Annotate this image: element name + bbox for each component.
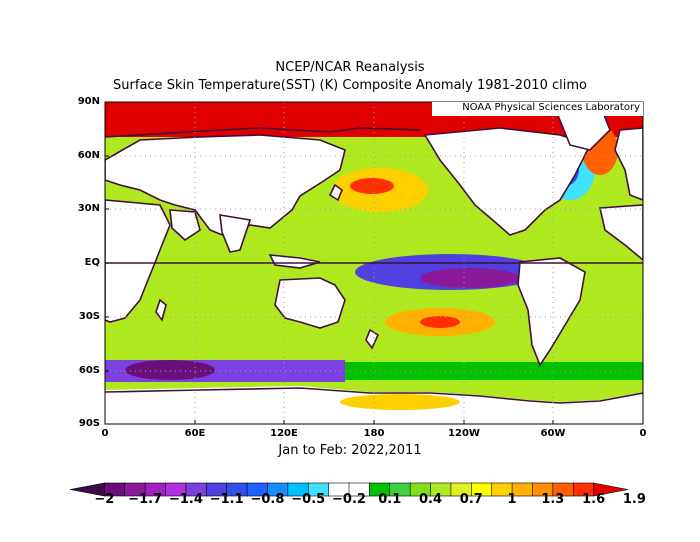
colorbar-tick-label: 0.1	[378, 492, 402, 507]
colorbar-tick-label: −2	[94, 492, 115, 507]
colorbar-tick-label: 0.7	[459, 492, 483, 507]
india	[219, 214, 252, 253]
southern-ocean-band	[345, 362, 643, 380]
tick-marks	[104, 155, 554, 424]
arabia	[169, 209, 201, 242]
lon-label: 120W	[448, 428, 480, 439]
arctic-coastline	[105, 127, 421, 138]
lon-label: 180	[363, 428, 385, 439]
lon-label: 0	[101, 428, 109, 439]
colorbar-tick-label: −1.1	[209, 492, 244, 507]
colorbar-tick-label: −1.4	[168, 492, 203, 507]
colorbar-tick-label: −0.5	[291, 492, 326, 507]
lon-label: 60W	[540, 428, 566, 439]
japan	[328, 183, 343, 202]
colorbar-tick-label: 1.3	[541, 492, 565, 507]
lat-label: EQ	[84, 257, 100, 268]
continents	[105, 104, 643, 367]
colorbar-tick-label: −1.7	[128, 492, 163, 507]
lon-label: 0	[639, 428, 647, 439]
ross-sea-warm-area	[340, 394, 460, 410]
credit-label: NOAA Physical Sciences Laboratory	[462, 102, 640, 113]
africa-west	[599, 204, 643, 262]
south-pacific-hot-core	[420, 316, 460, 328]
southern-ocean-cold-core	[125, 360, 215, 380]
north-pacific-hot-core	[350, 178, 394, 194]
lat-label: 30N	[77, 203, 100, 214]
map-title: NCEP/NCAR Reanalysis	[275, 60, 425, 75]
madagascar	[155, 298, 167, 322]
lon-label: 120E	[270, 428, 298, 439]
antarctica-coastline	[105, 387, 643, 404]
colorbar-tick-label: 0.4	[419, 492, 443, 507]
lon-label: 60E	[184, 428, 206, 439]
credit-box	[432, 102, 643, 116]
equatorial-pacific-cold-core	[420, 268, 520, 288]
map-subtitle: Surface Skin Temperature(SST) (K) Compos…	[113, 78, 587, 93]
eurasia	[105, 134, 346, 239]
lat-label: 60N	[77, 150, 100, 161]
period-label: Jan to Feb: 2022,2011	[278, 443, 422, 458]
colorbar-tick-label: 1	[507, 492, 517, 507]
colorbar-tick-label: −0.2	[332, 492, 366, 507]
colorbar-tick-label: 1.9	[622, 492, 646, 507]
europe	[614, 127, 643, 201]
colorbar-tick-label: 1.6	[582, 492, 606, 507]
lat-label: 30S	[78, 311, 100, 322]
lat-label: 60S	[78, 365, 100, 376]
africa	[105, 199, 171, 323]
colorbar-tick-label: −0.8	[250, 492, 285, 507]
south-america	[517, 257, 586, 367]
lat-label: 90S	[78, 418, 100, 429]
australia	[274, 277, 346, 329]
colorbar-swatch	[593, 482, 629, 497]
north-america	[423, 127, 592, 236]
new-zealand	[365, 328, 380, 350]
lat-label: 90N	[77, 96, 100, 107]
